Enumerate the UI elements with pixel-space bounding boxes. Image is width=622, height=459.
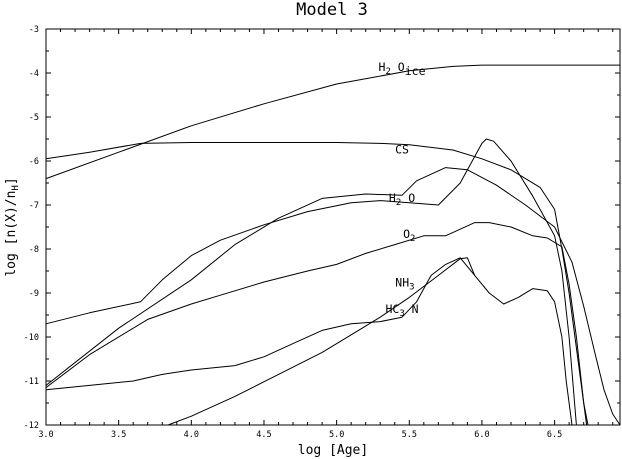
x-tick-label: 5.5	[402, 430, 417, 440]
x-axis: 3.0 3.5 4.0 4.5 5.0 5.5 6.0 6.5	[38, 29, 614, 440]
series-line-1	[45, 142, 588, 426]
y-tick-label: -12	[24, 421, 39, 431]
curve-label-2: H2 O	[389, 191, 415, 208]
y-tick-label: -8	[29, 245, 39, 255]
y-tick-label: -6	[29, 157, 39, 167]
y-axis-title-main: log [n(X)/n	[4, 191, 19, 277]
series-line-4	[45, 222, 589, 426]
series-line-3	[45, 138, 577, 426]
curve-label-5: HC3 N	[385, 302, 418, 319]
y-tick-label: -7	[29, 201, 39, 211]
x-tick-label: 3.0	[38, 430, 53, 440]
curve-label-3: O2	[403, 227, 415, 244]
y-tick-label: -9	[29, 289, 39, 299]
curve-labels: H2 Oice CS H2 O O2 NH3 HC3 N	[379, 60, 426, 319]
chart-title: Model 3	[296, 0, 368, 20]
series-line-5	[45, 257, 573, 426]
y-axis-title-sub: H	[11, 185, 21, 190]
y-tick-label: -5	[29, 113, 39, 123]
series-layer	[45, 64, 621, 426]
y-tick-label: -3	[29, 25, 39, 35]
x-tick-label: 6.0	[474, 430, 489, 440]
y-axis: -12 -11 -10 -9 -8 -7 -6 -5 -4 -3	[24, 25, 620, 431]
y-axis-title: log [n(X)/nH]	[4, 177, 21, 276]
x-tick-label: 4.0	[184, 430, 199, 440]
x-tick-label: 4.5	[256, 430, 271, 440]
y-tick-label: -11	[24, 377, 39, 387]
series-line-6	[167, 257, 476, 426]
y-axis-title-close: ]	[4, 177, 19, 185]
series-line-0	[45, 64, 620, 180]
curve-label-0: H2 Oice	[379, 60, 426, 78]
x-axis-title: log [Age]	[298, 443, 368, 458]
x-tick-label: 5.0	[329, 430, 344, 440]
y-tick-label: -10	[24, 333, 39, 343]
curve-label-1: CS	[395, 143, 409, 157]
y-tick-label: -4	[29, 69, 39, 79]
x-tick-label: 6.5	[547, 430, 562, 440]
plot-area-frame	[45, 28, 621, 426]
x-tick-label: 3.5	[111, 430, 126, 440]
curve-label-4: NH3	[395, 275, 414, 292]
series-line-2	[45, 167, 621, 426]
